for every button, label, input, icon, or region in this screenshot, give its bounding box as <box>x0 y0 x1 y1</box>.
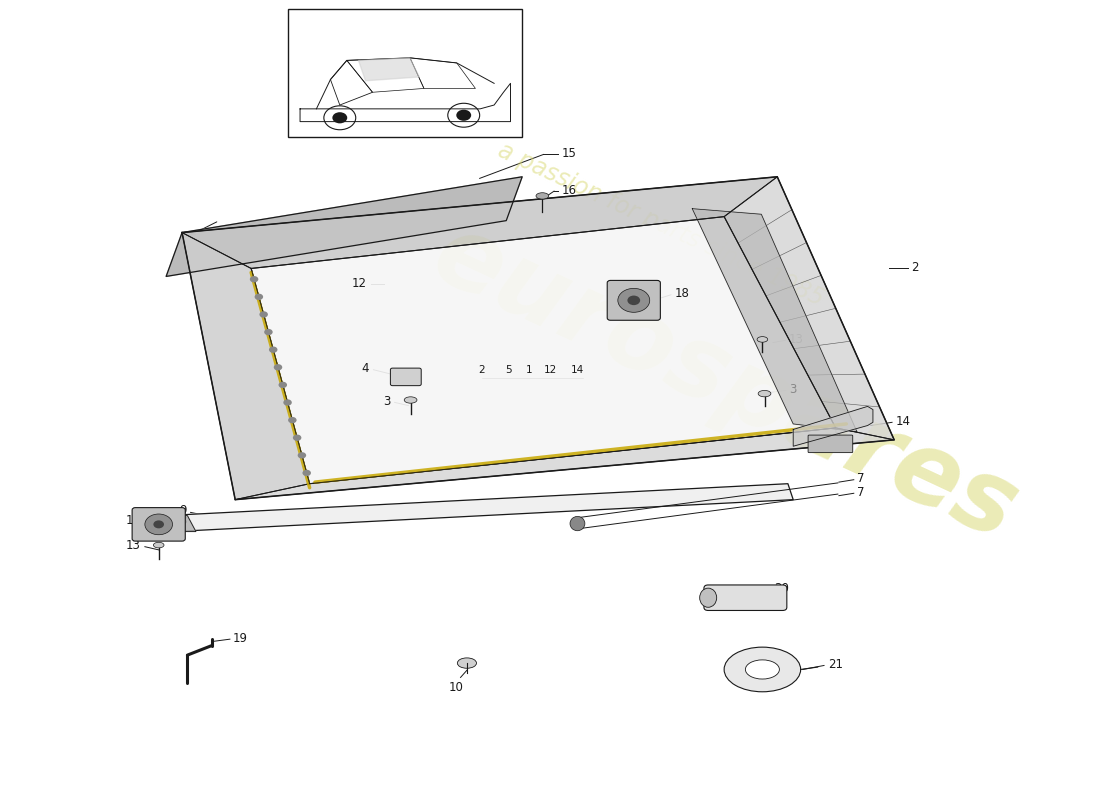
FancyBboxPatch shape <box>132 508 185 541</box>
Text: 12: 12 <box>352 277 367 290</box>
Circle shape <box>618 288 650 312</box>
Ellipse shape <box>458 658 476 668</box>
Circle shape <box>153 520 164 528</box>
Circle shape <box>293 434 301 441</box>
Text: 17: 17 <box>125 514 141 527</box>
Ellipse shape <box>536 193 549 199</box>
Text: 14: 14 <box>895 415 910 428</box>
Text: 20: 20 <box>774 582 789 595</box>
Circle shape <box>274 364 283 370</box>
FancyBboxPatch shape <box>704 585 786 610</box>
Text: 3: 3 <box>789 383 796 396</box>
Circle shape <box>298 452 306 458</box>
Circle shape <box>332 112 348 123</box>
Text: 2: 2 <box>911 261 918 274</box>
Polygon shape <box>161 515 196 531</box>
Ellipse shape <box>570 516 585 530</box>
Circle shape <box>284 399 292 406</box>
Circle shape <box>288 417 297 423</box>
Text: 5: 5 <box>505 365 512 374</box>
Text: 16: 16 <box>561 184 576 197</box>
Polygon shape <box>359 58 419 81</box>
Text: 14: 14 <box>571 365 584 374</box>
Polygon shape <box>692 209 857 432</box>
Ellipse shape <box>746 660 780 679</box>
Text: 18: 18 <box>674 287 689 301</box>
Text: 4: 4 <box>362 362 370 375</box>
Circle shape <box>145 514 173 534</box>
Ellipse shape <box>153 542 164 548</box>
Text: 7: 7 <box>857 473 865 486</box>
Ellipse shape <box>700 588 717 607</box>
Text: 2: 2 <box>478 365 485 374</box>
Text: a passion for parts since 1985: a passion for parts since 1985 <box>494 138 827 311</box>
Polygon shape <box>183 177 894 500</box>
Bar <box>288 10 522 137</box>
Circle shape <box>278 382 287 388</box>
Text: 3: 3 <box>383 395 390 408</box>
Text: 13: 13 <box>789 333 804 346</box>
Text: 8: 8 <box>179 514 186 527</box>
Circle shape <box>254 294 263 300</box>
Text: 9: 9 <box>179 504 186 518</box>
Circle shape <box>302 470 311 476</box>
Circle shape <box>260 311 268 318</box>
Ellipse shape <box>757 337 768 342</box>
Polygon shape <box>166 177 522 277</box>
Circle shape <box>627 295 640 305</box>
Text: 7: 7 <box>857 486 865 499</box>
Circle shape <box>270 346 277 353</box>
Circle shape <box>456 110 471 121</box>
Polygon shape <box>793 406 873 446</box>
Polygon shape <box>166 484 793 531</box>
Polygon shape <box>724 177 894 440</box>
Polygon shape <box>183 233 309 500</box>
Circle shape <box>250 276 258 282</box>
Text: 10: 10 <box>449 681 464 694</box>
FancyBboxPatch shape <box>808 435 852 453</box>
Text: 21: 21 <box>828 658 844 671</box>
Polygon shape <box>235 428 894 500</box>
Polygon shape <box>183 177 778 269</box>
Text: 19: 19 <box>233 632 249 645</box>
Text: 1: 1 <box>526 365 532 374</box>
Text: 5: 5 <box>834 428 842 441</box>
Circle shape <box>264 329 273 335</box>
Text: 15: 15 <box>561 147 576 160</box>
Text: 12: 12 <box>544 365 558 374</box>
Text: 13: 13 <box>125 539 141 552</box>
FancyBboxPatch shape <box>390 368 421 386</box>
Ellipse shape <box>758 390 771 397</box>
Ellipse shape <box>724 647 801 692</box>
Ellipse shape <box>404 397 417 403</box>
FancyBboxPatch shape <box>607 281 660 320</box>
Text: eurospares: eurospares <box>417 206 1032 562</box>
Polygon shape <box>251 217 836 484</box>
